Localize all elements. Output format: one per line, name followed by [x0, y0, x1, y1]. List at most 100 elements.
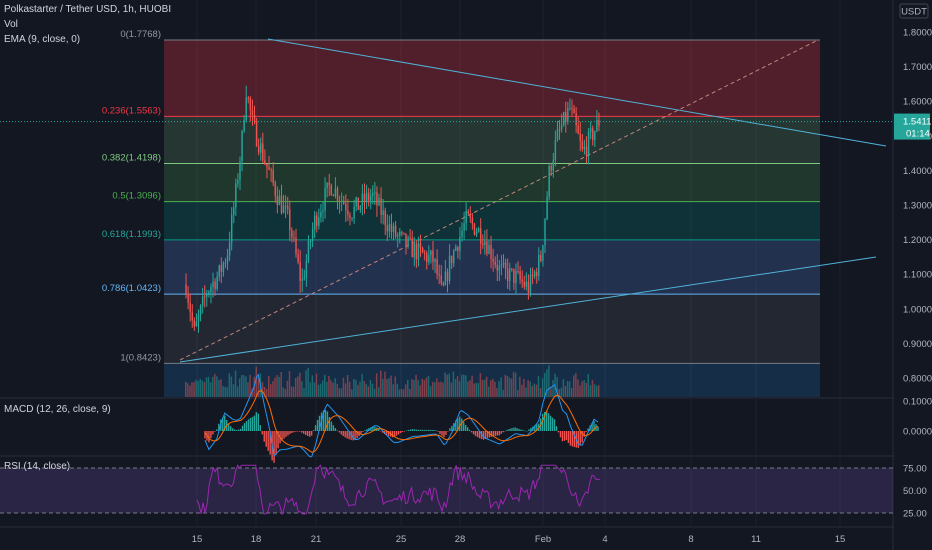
macd-hist-6: [216, 429, 218, 431]
volume-bar-13: [211, 376, 214, 397]
candle-body-26: [239, 161, 241, 181]
candle-body-79: [349, 214, 351, 219]
volume-bar-0: [185, 381, 187, 397]
volume-bar-173: [543, 372, 546, 397]
macd-hist-160: [520, 429, 522, 431]
candle-body-14: [214, 281, 216, 289]
volume-bar-152: [500, 377, 502, 397]
candle-body-154: [504, 262, 507, 269]
time-tick-7: 8: [688, 534, 693, 545]
volume-bar-133: [460, 374, 463, 397]
macd-hist-5: [214, 431, 216, 432]
candle-body-41: [270, 169, 272, 171]
macd-hist-127: [455, 420, 457, 431]
volume-bar-143: [481, 379, 484, 397]
macd-hist-71: [344, 431, 346, 438]
macd-hist-151: [502, 431, 504, 433]
candle-body-152: [500, 264, 503, 266]
macd-hist-105: [411, 429, 414, 431]
volume-bar-6: [197, 380, 199, 397]
macd-hist-47: [297, 431, 299, 432]
volume-bar-122: [438, 382, 440, 397]
fib-zone-4: [164, 239, 820, 295]
volume-bar-50: [288, 370, 291, 397]
candle-body-128: [450, 255, 453, 264]
volume-bar-56: [301, 381, 303, 397]
fib-label-6: 1(0.8423): [120, 352, 161, 363]
time-tick-3: 25: [396, 534, 407, 545]
candle-body-29: [245, 97, 247, 120]
macd-hist-50: [303, 431, 305, 434]
countdown-value: 01:14: [906, 129, 930, 140]
volume-bar-94: [380, 370, 382, 397]
candle-body-171: [540, 255, 542, 261]
macd-hist-168: [536, 424, 538, 431]
candle-body-135: [465, 210, 467, 224]
macd-hist-81: [364, 430, 366, 431]
candle-body-175: [548, 165, 550, 197]
volume-bar-98: [388, 378, 390, 397]
macd-hist-42: [287, 431, 289, 436]
volume-bar-81: [353, 378, 355, 397]
macd-hist-124: [449, 428, 451, 431]
macd-hist-96: [393, 431, 396, 437]
candle-body-199: [598, 120, 600, 126]
volume-bar-114: [421, 378, 424, 397]
candle-body-139: [473, 223, 476, 235]
macd-hist-169: [538, 423, 540, 431]
volume-bar-165: [527, 380, 529, 397]
volume-bar-35: [257, 377, 260, 397]
volume-bar-51: [290, 386, 293, 397]
volume-bar-162: [521, 384, 523, 397]
volume-bar-134: [463, 374, 465, 397]
candle-body-115: [423, 252, 426, 254]
macd-hist-191: [581, 431, 583, 443]
macd-hist-156: [512, 427, 514, 431]
volume-bar-104: [400, 389, 403, 397]
macd-hist-145: [490, 431, 493, 437]
macd-hist-152: [504, 430, 506, 432]
macd-hist-60: [322, 410, 325, 431]
macd-hist-149: [498, 431, 500, 436]
candle-body-187: [573, 108, 575, 114]
candle-body-49: [286, 206, 289, 210]
candle-body-156: [509, 268, 511, 282]
candle-body-141: [477, 228, 480, 233]
volume-bar-131: [456, 376, 459, 397]
volume-bar-3: [191, 382, 193, 397]
volume-bar-169: [535, 384, 538, 397]
macd-hist-139: [478, 431, 481, 439]
volume-bar-4: [193, 382, 195, 397]
macd-hist-176: [551, 417, 554, 431]
volume-bar-34: [255, 366, 258, 397]
candle-body-137: [469, 214, 472, 218]
candle-body-188: [575, 113, 577, 126]
volume-bar-38: [263, 386, 266, 397]
candle-body-184: [567, 108, 569, 122]
candle-body-64: [318, 217, 320, 226]
macd-hist-70: [342, 431, 344, 437]
candle-body-168: [533, 271, 536, 277]
volume-bar-145: [485, 376, 488, 397]
candle-body-84: [359, 206, 362, 210]
volume-bar-186: [570, 387, 573, 397]
volume-bar-181: [560, 387, 563, 397]
macd-hist-13: [229, 426, 232, 431]
volume-bar-168: [533, 383, 536, 397]
volume-bar-14: [214, 373, 216, 397]
macd-hist-53: [308, 431, 311, 437]
macd-hist-117: [435, 430, 437, 431]
candle-body-20: [226, 255, 229, 263]
volume-bar-96: [384, 371, 386, 397]
macd-hist-37: [277, 431, 279, 449]
macd-hist-110: [421, 429, 423, 431]
volume-bar-84: [359, 381, 361, 397]
macd-hist-125: [451, 425, 453, 431]
volume-bar-195: [589, 385, 592, 397]
vol-label: Vol: [4, 19, 18, 30]
candle-body-150: [496, 264, 499, 271]
candle-body-75: [340, 200, 343, 202]
macd-hist-93: [387, 431, 390, 437]
